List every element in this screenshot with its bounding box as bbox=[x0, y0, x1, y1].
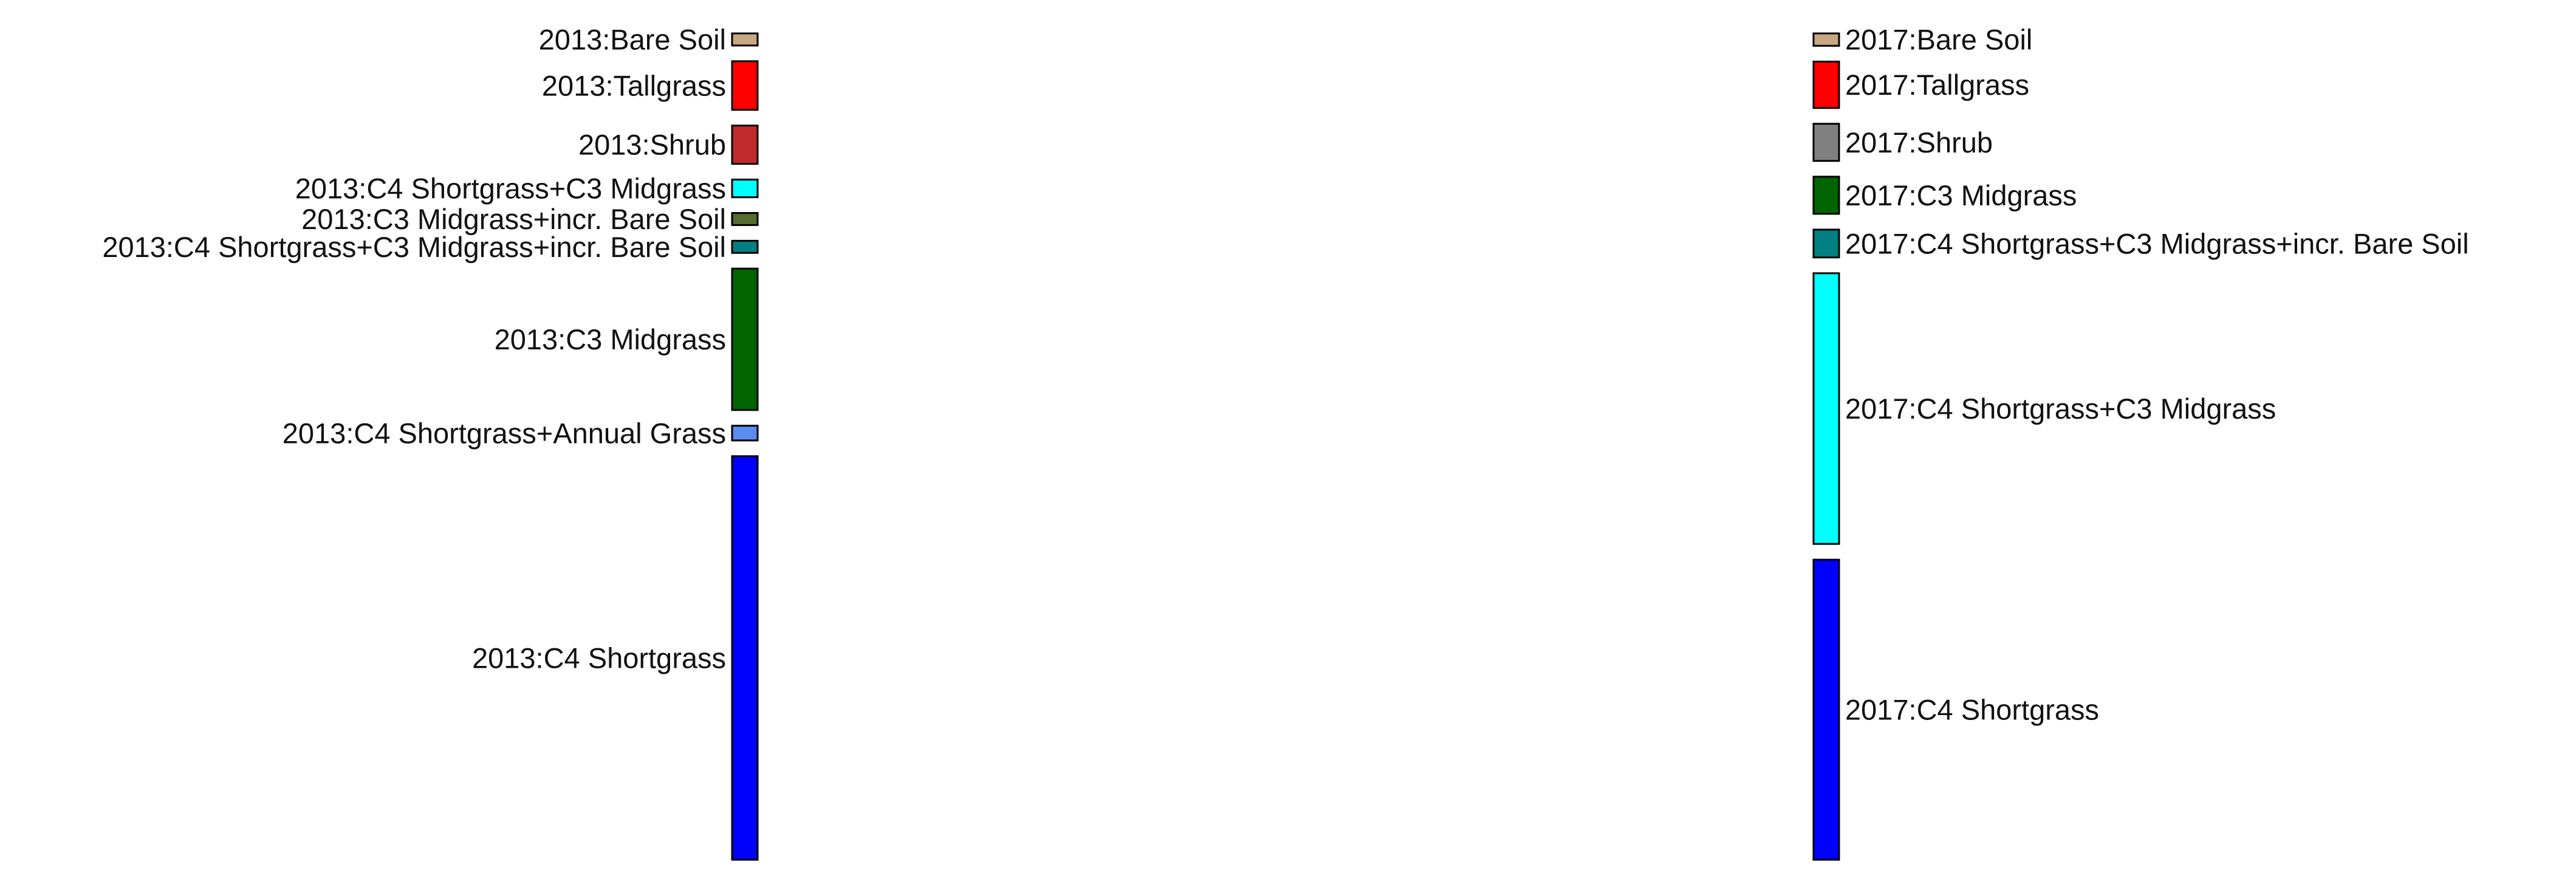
target-node-c4c3[interactable] bbox=[1812, 272, 1840, 545]
flow-link-c3bare-to-c4[interactable] bbox=[758, 222, 1814, 569]
source-label-shrub: 2013:Shrub bbox=[578, 129, 726, 161]
flow-link-shrub-to-c4[interactable] bbox=[758, 161, 1814, 566]
source-node-c4ann[interactable] bbox=[731, 425, 759, 442]
source-label-c3: 2013:C3 Midgrass bbox=[495, 323, 726, 355]
flow-link-shrub-to-c4c3[interactable] bbox=[758, 146, 1814, 293]
flow-link-tall-to-tall[interactable] bbox=[758, 61, 1814, 105]
flow-link-c4-to-c4[interactable] bbox=[758, 612, 1814, 860]
source-label-c4c3bare: 2013:C4 Shortgrass+C3 Midgrass+incr. Bar… bbox=[102, 231, 726, 263]
flow-link-c4-to-c3[interactable] bbox=[758, 208, 1814, 471]
target-node-bare[interactable] bbox=[1812, 32, 1840, 47]
source-label-tall: 2013:Tallgrass bbox=[542, 69, 726, 101]
flow-link-c4c3-to-c4c3[interactable] bbox=[758, 180, 1814, 312]
flow-link-c3bare-to-c4c3bare[interactable] bbox=[758, 213, 1814, 238]
target-label-bare: 2017:Bare Soil bbox=[1845, 24, 2032, 56]
flow-link-shrub-to-shrub[interactable] bbox=[758, 124, 1814, 146]
flow-link-c4c3bare-to-c4c3bare[interactable] bbox=[758, 238, 1814, 250]
target-node-c4[interactable] bbox=[1812, 558, 1840, 861]
target-label-c4c3: 2017:C4 Shortgrass+C3 Midgrass bbox=[1845, 393, 2276, 425]
target-label-c3: 2017:C3 Midgrass bbox=[1845, 179, 2077, 211]
labels-layer: 2013:Bare Soil 2013:Tallgrass 2013:Shrub 20… bbox=[102, 23, 2468, 725]
flow-link-tall-to-c4c3[interactable] bbox=[758, 103, 1814, 278]
flow-link-bare-to-bare[interactable] bbox=[758, 33, 1814, 46]
flow-link-c4-to-tall[interactable] bbox=[758, 105, 1814, 459]
flow-link-c3-to-c3[interactable] bbox=[758, 177, 1814, 307]
target-node-tall[interactable] bbox=[1812, 60, 1840, 109]
flow-link-c4c3bare-to-c4[interactable] bbox=[758, 250, 1814, 572]
flow-link-c3-to-c4c3[interactable] bbox=[758, 312, 1814, 386]
source-label-c3bare: 2013:C3 Midgrass+incr. Bare Soil bbox=[301, 203, 726, 235]
target-label-shrub: 2017:Shrub bbox=[1845, 126, 1993, 159]
source-node-shrub[interactable] bbox=[731, 125, 759, 165]
flow-link-c4-to-c4c3[interactable] bbox=[758, 389, 1814, 625]
target-label-c4: 2017:C4 Shortgrass bbox=[1845, 694, 2099, 726]
flow-link-c4-to-shrub[interactable] bbox=[758, 155, 1814, 465]
flow-link-tall-to-c4[interactable] bbox=[758, 107, 1814, 563]
source-node-c3bare[interactable] bbox=[731, 212, 759, 226]
source-node-c4[interactable] bbox=[731, 455, 759, 861]
target-label-c4c3bare: 2017:C4 Shortgrass+C3 Midgrass+incr. Bar… bbox=[1845, 227, 2469, 259]
source-node-tall[interactable] bbox=[731, 60, 759, 111]
nodes-layer bbox=[731, 32, 1840, 861]
target-node-c3[interactable] bbox=[1812, 176, 1840, 215]
flow-link-c4ann-to-c4[interactable] bbox=[758, 429, 1814, 612]
flow-link-c4ann-to-c4c3[interactable] bbox=[758, 386, 1814, 429]
target-node-c4c3bare[interactable] bbox=[1812, 228, 1840, 259]
target-node-shrub[interactable] bbox=[1812, 123, 1840, 162]
target-label-tall: 2017:Tallgrass bbox=[1845, 69, 2029, 101]
source-label-c4ann: 2013:C4 Shortgrass+Annual Grass bbox=[283, 417, 726, 449]
flow-link-c3-to-c4[interactable] bbox=[758, 383, 1814, 600]
flow-link-c3-to-shrub[interactable] bbox=[758, 145, 1814, 277]
source-node-c4c3[interactable] bbox=[731, 179, 759, 199]
links-layer bbox=[758, 33, 1814, 860]
source-label-bare: 2013:Bare Soil bbox=[539, 23, 726, 55]
flow-link-c3-to-c4c3bare[interactable] bbox=[758, 245, 1814, 312]
source-node-c4c3bare[interactable] bbox=[731, 239, 759, 254]
source-label-c4: 2013:C4 Shortgrass bbox=[472, 642, 726, 674]
source-label-c4c3: 2013:C4 Shortgrass+C3 Midgrass bbox=[295, 173, 726, 205]
source-node-bare[interactable] bbox=[731, 32, 759, 47]
source-node-c3[interactable] bbox=[731, 267, 759, 411]
flow-link-c4-to-c4c3bare[interactable] bbox=[758, 252, 1814, 477]
